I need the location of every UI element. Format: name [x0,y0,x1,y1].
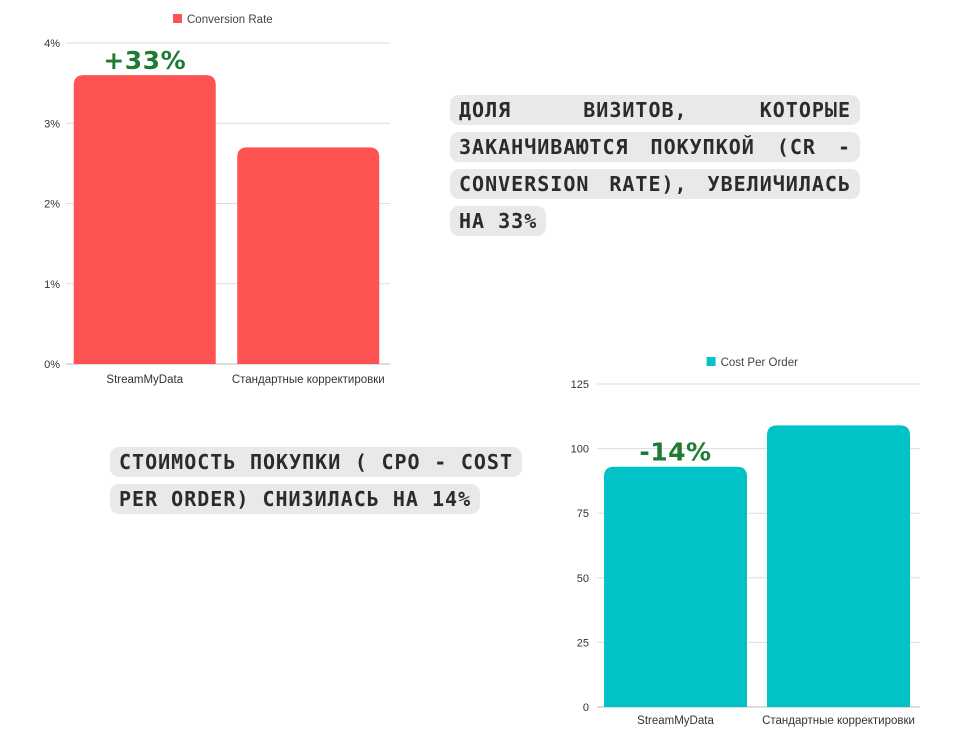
cpo-bar-1 [767,425,910,707]
cr-category-label: Стандартные корректировки [232,374,385,386]
cr-change-annotation: +33% [103,46,186,75]
cpo-category-label: Стандартные корректировки [762,715,915,727]
cr-legend-label: Conversion Rate [187,14,273,26]
cpo-y-tick-label: 125 [571,379,589,391]
cpo-legend-label: Cost Per Order [721,357,798,369]
cost-per-order-note-text: Стоимость покупки ( CPO - Cost per order… [110,447,522,514]
cpo-y-tick-label: 75 [577,508,589,520]
cr-bar-0 [73,75,216,364]
cpo-y-tick-label: 50 [577,573,589,585]
cpo-bar-0 [604,466,747,707]
cpo-change-annotation: -14% [639,438,711,467]
cr-y-tick-label: 3% [44,118,60,130]
cpo-y-tick-label: 25 [577,637,589,649]
cr-y-tick-label: 2% [44,199,60,211]
cr-bar-1 [237,147,380,364]
cpo-y-tick-label: 100 [571,444,589,456]
cr-y-tick-label: 4% [44,38,60,50]
conversion-rate-note: Доля визитов, которые заканчиваются поку… [450,92,860,240]
cost-per-order-note: Стоимость покупки ( CPO - Cost per order… [110,444,522,518]
cpo-legend-swatch [706,357,716,366]
cr-legend-swatch [173,14,182,23]
cr-category-label: StreamMyData [106,374,183,386]
cr-y-tick-label: 0% [44,359,60,371]
cpo-y-tick-label: 0 [583,702,589,714]
conversion-rate-note-text: Доля визитов, которые заканчиваются поку… [450,95,860,236]
cr-y-tick-label: 1% [44,279,60,291]
cpo-category-label: StreamMyData [637,715,714,727]
